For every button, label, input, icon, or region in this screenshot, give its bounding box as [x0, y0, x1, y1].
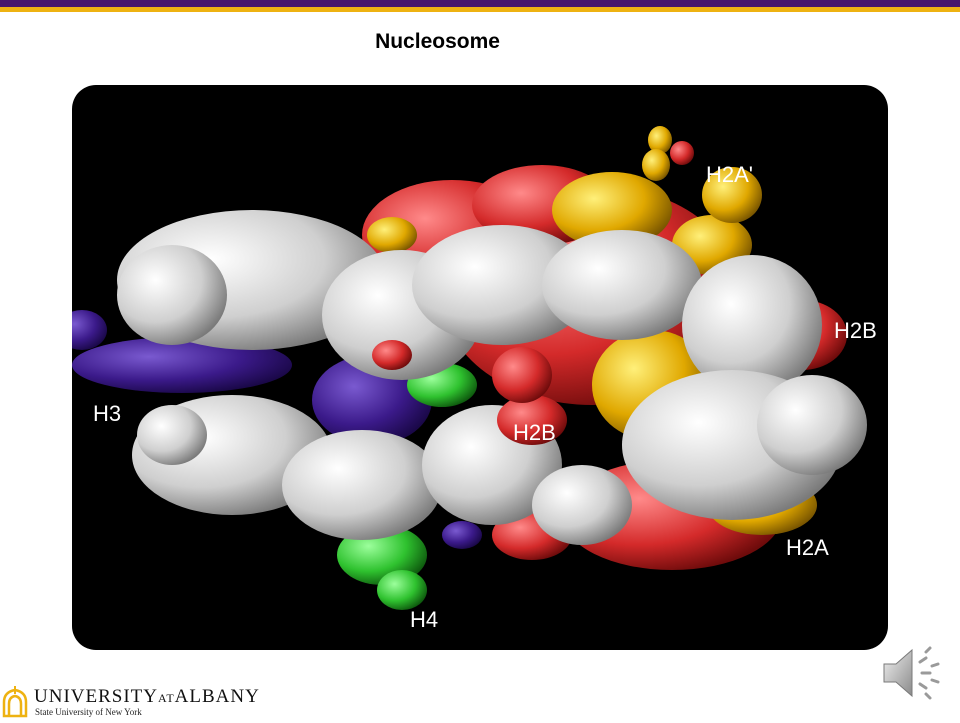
- nucleosome-model-image: [72, 126, 867, 610]
- top-bar-purple: [0, 0, 960, 7]
- university-name: UNIVERSITYATALBANY: [34, 686, 260, 708]
- dna-superhelix: [117, 210, 867, 545]
- university-name-part2: ALBANY: [174, 686, 260, 707]
- speaker-icon[interactable]: [878, 640, 944, 706]
- top-bar-gold: [0, 7, 960, 12]
- label-h3: H3: [93, 401, 122, 426]
- university-name-at: AT: [158, 691, 175, 705]
- slide-title: Nucleosome: [375, 30, 500, 53]
- university-logo: [0, 684, 270, 718]
- university-subtitle: State University of New York: [35, 707, 142, 717]
- university-logo-icon: [2, 686, 28, 718]
- label-h2b-center: H2B: [513, 420, 556, 445]
- label-h2a: H2A: [786, 535, 829, 560]
- histone-h4: [337, 363, 477, 610]
- histone-h2b-front: [372, 340, 567, 445]
- label-h4: H4: [410, 607, 439, 632]
- nucleosome-figure: H2A' H2B H3 H2B H2A H4: [72, 85, 888, 650]
- university-name-part1: UNIVERSITY: [34, 686, 158, 707]
- label-h2b-right: H2B: [834, 318, 877, 343]
- label-h2a-prime: H2A': [706, 162, 753, 187]
